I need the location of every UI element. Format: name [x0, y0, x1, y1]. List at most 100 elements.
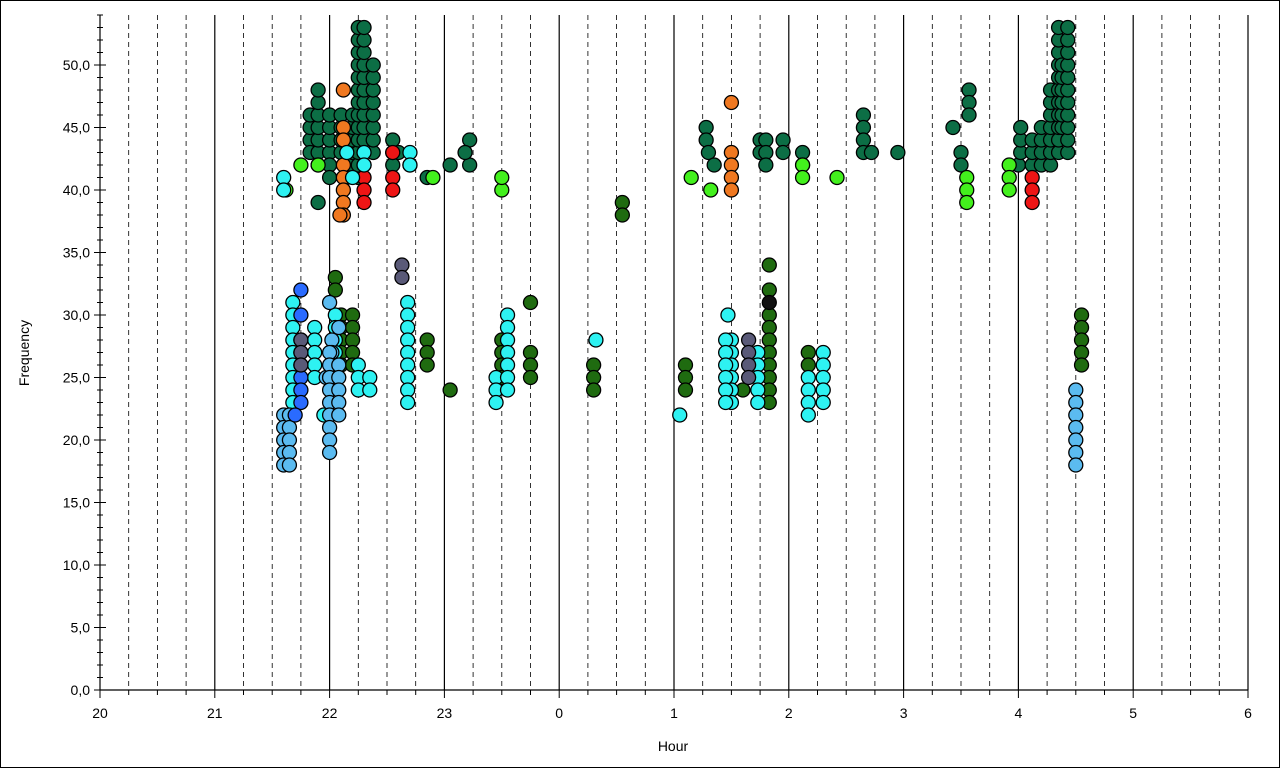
data-point-dark-green [758, 157, 774, 173]
x-tick-label: 20 [92, 705, 108, 721]
data-point-dark-green [890, 144, 906, 161]
data-point-orange [723, 182, 740, 198]
data-point-dark-green [310, 82, 326, 98]
x-tick-label: 6 [1244, 705, 1252, 721]
data-point-dark-green [775, 144, 791, 161]
x-tick-label: 5 [1129, 705, 1137, 721]
y-tick-label: 0,0 [71, 682, 91, 698]
data-point-cyan [402, 157, 418, 173]
data-point-cyan [356, 157, 372, 173]
data-point-orange [335, 132, 352, 148]
data-point-dark-green [945, 119, 961, 136]
data-point-red [356, 194, 372, 211]
data-point-cyan [339, 144, 355, 161]
data-point-royal-blue [293, 394, 309, 411]
data-point-royal-blue [287, 407, 303, 423]
data-point-forest-green [677, 382, 694, 398]
data-point-dark-green [700, 144, 717, 161]
data-point-cyan [750, 394, 766, 411]
data-point-cyan [400, 394, 416, 411]
y-tick-label: 50,0 [63, 57, 90, 73]
data-point-lime [683, 169, 699, 186]
x-tick-label: 3 [900, 705, 908, 721]
data-point-sky-blue [321, 444, 338, 461]
x-tick-label: 1 [670, 705, 678, 721]
x-tick-label: 2 [785, 705, 793, 721]
data-point-cyan [276, 182, 292, 198]
x-tick-label: 0 [555, 705, 563, 721]
data-point-cyan [344, 169, 361, 186]
data-point-lime [310, 157, 326, 173]
data-point-slate [740, 369, 757, 386]
data-point-lime [425, 169, 441, 186]
data-point-lime [293, 157, 309, 173]
y-tick-label: 20,0 [63, 432, 90, 448]
y-tick-label: 5,0 [71, 620, 91, 636]
y-tick-label: 35,0 [63, 245, 90, 261]
data-point-cyan [800, 407, 816, 423]
x-tick-label: 4 [1015, 705, 1023, 721]
data-points [276, 19, 1090, 473]
data-point-cyan [499, 382, 516, 398]
data-point-dark-green [310, 194, 326, 211]
data-point-royal-blue [293, 282, 309, 298]
data-point-lime [794, 169, 811, 186]
data-point-dark-green [321, 169, 338, 186]
data-point-lime [829, 169, 845, 186]
data-point-forest-green [1073, 357, 1090, 373]
data-point-orange [335, 82, 352, 98]
data-point-forest-green [761, 257, 777, 273]
data-point-forest-green [327, 282, 343, 298]
data-point-dark-green [356, 19, 372, 36]
data-point-forest-green [522, 369, 539, 386]
axes [94, 14, 1249, 698]
data-point-dark-green [457, 144, 473, 161]
y-tick-label: 40,0 [63, 182, 90, 198]
data-point-dark-green [442, 157, 458, 173]
data-point-dark-green [863, 144, 880, 161]
data-point-cyan [672, 407, 688, 423]
x-tick-label: 21 [207, 705, 223, 721]
data-point-slate [394, 269, 410, 286]
data-point-slate [293, 357, 309, 373]
data-point-forest-green [419, 357, 435, 373]
x-tick-label: 23 [437, 705, 453, 721]
data-point-dark-green [961, 107, 977, 123]
y-tick-label: 25,0 [63, 370, 90, 386]
data-point-lime [1001, 182, 1017, 198]
data-point-red [385, 144, 401, 161]
data-point-orange [332, 207, 348, 223]
data-point-black [761, 294, 777, 311]
data-point-cyan [720, 307, 736, 323]
y-axis-title: Frequency [16, 320, 32, 386]
data-point-sky-blue [331, 407, 347, 423]
data-point-cyan [815, 394, 831, 411]
data-point-dark-green [1013, 119, 1029, 136]
data-point-dark-green [706, 157, 722, 173]
data-point-lime [703, 182, 719, 198]
data-point-lime [959, 194, 975, 211]
data-point-lime [494, 169, 510, 186]
data-point-cyan [718, 394, 734, 411]
tick-labels: 0,05,010,015,020,025,030,035,040,045,050… [63, 57, 1252, 721]
data-point-dark-green [365, 57, 381, 73]
data-point-forest-green [585, 382, 602, 398]
data-point-red [1024, 194, 1040, 211]
data-point-sky-blue [281, 457, 298, 473]
x-axis-title: Hour [658, 738, 689, 754]
data-point-sky-blue [1068, 457, 1084, 473]
data-point-dark-green [953, 157, 969, 173]
y-tick-label: 15,0 [63, 495, 90, 511]
y-tick-label: 10,0 [63, 557, 90, 573]
data-point-red [385, 182, 401, 198]
data-point-forest-green [442, 382, 458, 398]
data-point-royal-blue [293, 307, 309, 323]
data-point-dark-green [698, 132, 714, 148]
y-tick-label: 45,0 [63, 120, 90, 136]
data-point-forest-green [522, 294, 539, 311]
x-tick-label: 22 [322, 705, 338, 721]
data-point-cyan [362, 382, 378, 398]
data-point-orange [723, 94, 740, 111]
